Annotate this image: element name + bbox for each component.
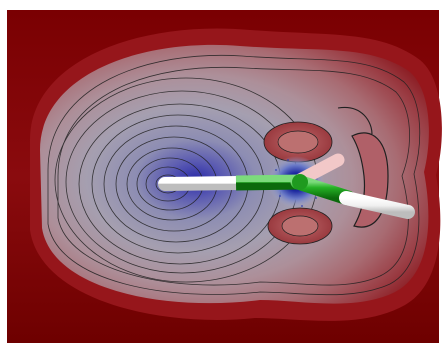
central-atom — [292, 174, 308, 190]
bond-green-center — [235, 174, 301, 191]
bond-right-hydrogen — [339, 191, 415, 219]
upper-lobe-inner — [277, 130, 319, 154]
potential-surface — [40, 44, 429, 304]
right-bracket-line — [337, 106, 373, 135]
bond-pink — [293, 153, 345, 187]
molecule-model — [158, 153, 415, 219]
bond-left-hydrogen — [158, 176, 245, 191]
lower-lobe-inner — [281, 215, 319, 237]
